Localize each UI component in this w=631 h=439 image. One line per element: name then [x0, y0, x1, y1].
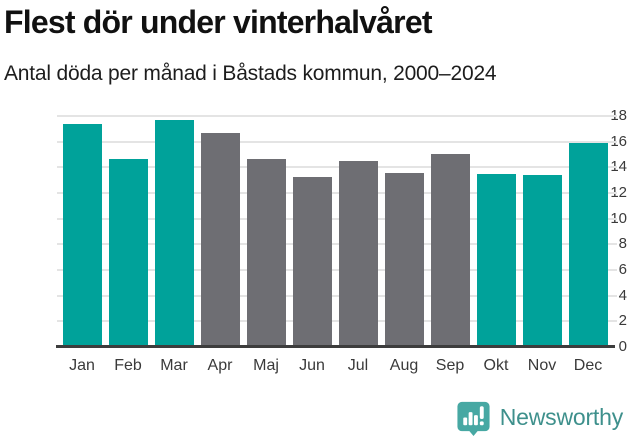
x-tick-label: Sep	[435, 357, 465, 374]
bar-feb	[108, 158, 148, 346]
x-axis-line	[56, 345, 615, 348]
bar-jul	[338, 161, 378, 346]
gridline	[57, 269, 617, 271]
bar-apr	[200, 132, 240, 346]
bar-mar	[154, 120, 194, 346]
bar-dec	[568, 143, 608, 346]
gridline	[57, 243, 617, 246]
bar-aug	[384, 172, 424, 346]
bar-sep	[430, 153, 470, 346]
gridline	[57, 294, 617, 297]
plot-area	[56, 115, 617, 348]
x-tick-label: Dec	[573, 357, 603, 374]
y-tick-label: 2	[618, 312, 627, 330]
gridline	[57, 192, 617, 194]
x-tick-label: Nov	[527, 357, 557, 374]
x-tick-label: Jun	[299, 357, 325, 374]
y-tick-label: 16	[610, 132, 627, 150]
bar-maj	[246, 158, 286, 346]
x-tick-label: Maj	[253, 357, 279, 374]
gridline	[57, 217, 617, 220]
y-tick-label: 8	[618, 235, 627, 253]
x-tick-label: Jul	[347, 357, 369, 374]
x-tick-label: Aug	[389, 357, 419, 374]
y-tick-label: 10	[610, 209, 627, 227]
bar-jan	[62, 123, 102, 346]
chart-subtitle: Antal döda per månad i Båstads kommun, 2…	[4, 62, 497, 85]
brand-footer: Newsworthy	[455, 399, 623, 436]
y-tick-label: 0	[618, 338, 627, 355]
bar-nov	[522, 175, 562, 346]
brand-name: Newsworthy	[499, 404, 623, 430]
gridline	[57, 115, 617, 117]
gridline	[57, 140, 617, 143]
gridline	[57, 166, 617, 169]
x-tick-label: Mar	[160, 357, 188, 374]
y-tick-label: 14	[610, 158, 627, 176]
gridline	[57, 320, 617, 323]
y-tick-label: 18	[610, 107, 627, 124]
newsworthy-logo-icon	[457, 401, 490, 436]
x-tick-label: Jan	[69, 357, 95, 374]
chart-title: Flest dör under vinterhalvåret	[4, 4, 432, 40]
x-tick-label: Okt	[483, 357, 509, 374]
y-tick-label: 6	[618, 261, 627, 278]
x-tick-label: Apr	[207, 357, 233, 374]
bar-okt	[476, 174, 516, 346]
y-tick-label: 4	[618, 286, 627, 304]
bar-jun	[292, 176, 332, 346]
y-tick-label: 12	[610, 184, 627, 201]
x-tick-label: Feb	[114, 357, 142, 374]
